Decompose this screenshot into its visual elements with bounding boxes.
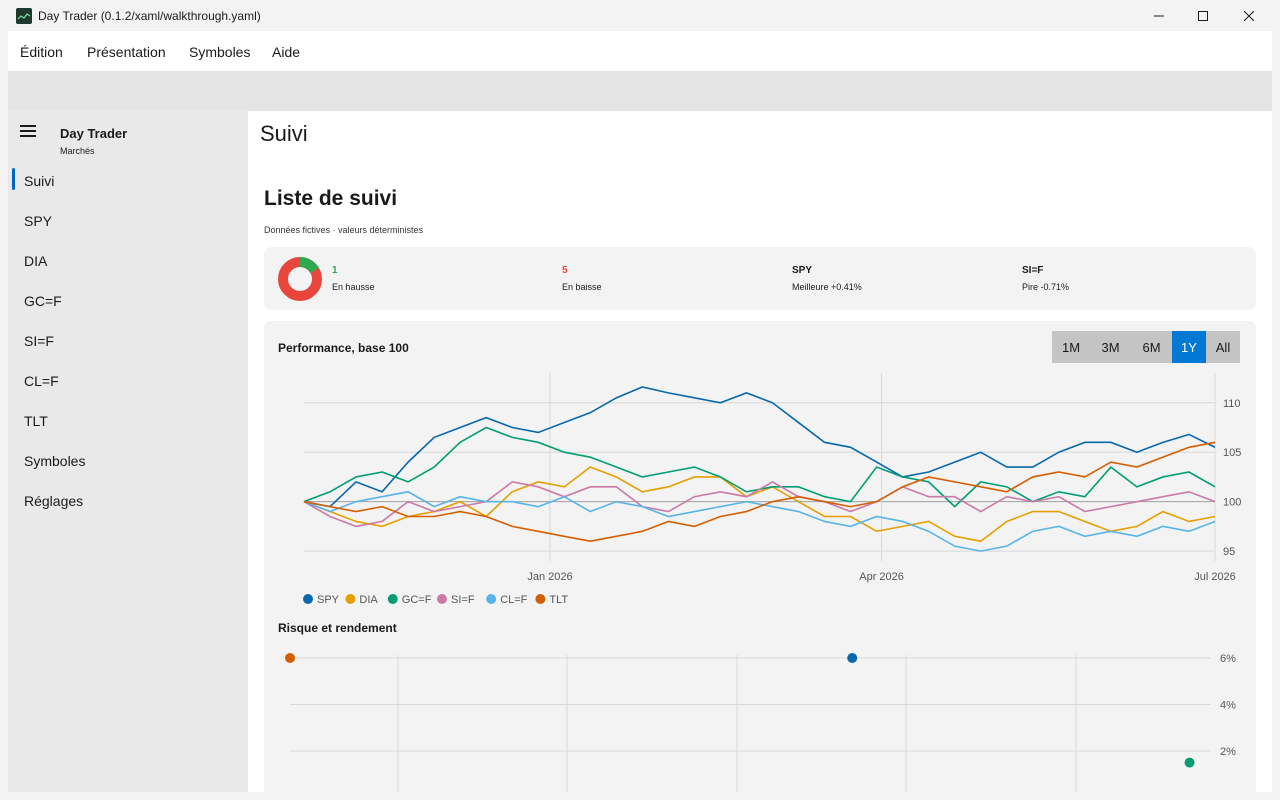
selected-indicator [12, 168, 15, 190]
app-subtitle: Marchés [60, 146, 95, 156]
scatter-point-gcf [1184, 757, 1195, 768]
app-logo-icon [16, 8, 32, 24]
sidebar-item-suivi[interactable]: Suivi [24, 173, 55, 189]
y-tick-label: 110 [1223, 398, 1241, 410]
series-line-clf [303, 490, 1216, 552]
menu-edition[interactable]: Édition [20, 44, 63, 60]
stat-worst-label: Pire -0.71% [1022, 282, 1070, 292]
window-title: Day Trader (0.1.2/xaml/walkthrough.yaml) [38, 9, 261, 23]
stats-card: 1 En hausse 5 En baisse SPY Meilleure +0… [264, 247, 1256, 310]
sidebar-item-tlt[interactable]: TLT [24, 413, 48, 429]
scatter-point-spy [847, 653, 858, 663]
range-1y-button[interactable]: 1Y [1172, 331, 1206, 363]
menu-bar: Édition Présentation Symboles Aide [8, 31, 1272, 71]
series-line-gcf [303, 426, 1216, 508]
sidebar-item-spy[interactable]: SPY [24, 213, 53, 229]
risk-return-chart: 6% 4% 2% [285, 653, 1236, 792]
page-header: Suivi [260, 121, 308, 146]
hamburger-menu-icon[interactable] [20, 125, 36, 137]
maximize-button[interactable] [1180, 0, 1226, 31]
range-selector: 1M 3M 6M 1Y All [1052, 331, 1240, 363]
page-subtitle: Données fictives · valeurs déterministes [264, 225, 424, 235]
performance-chart: 95 100 105 110 Jan 2026 Apr 2026 Jul 2026 SPY DI… [303, 373, 1241, 606]
series-line-tlt [303, 441, 1216, 543]
sidebar-item-gcf[interactable]: GC=F [24, 293, 62, 309]
stat-best: SPY Meilleure +0.41% [792, 265, 862, 292]
legend-marker [486, 594, 497, 604]
stat-down-value: 5 [562, 265, 568, 276]
range-6m-button[interactable]: 6M [1131, 331, 1172, 363]
stat-down: 5 En baisse [562, 265, 602, 292]
performance-card: Performance, base 100 1M 3M 6M 1Y All 95… [264, 321, 1256, 792]
sidebar: Day Trader Marchés Suivi SPY DIA GC=F SI… [8, 111, 248, 792]
legend-marker [387, 594, 398, 604]
menu-presentation[interactable]: Présentation [87, 44, 166, 60]
performance-title: Performance, base 100 [278, 341, 409, 355]
sidebar-item-dia[interactable]: DIA [24, 253, 48, 269]
x-tick-label: Apr 2026 [859, 571, 904, 583]
x-tick-label: Jul 2026 [1194, 571, 1236, 583]
range-all-button[interactable]: All [1206, 331, 1240, 363]
range-1m-button[interactable]: 1M [1052, 331, 1090, 363]
stat-best-value: SPY [792, 265, 813, 276]
y-tick-label: 4% [1220, 700, 1236, 712]
stat-up: 1 En hausse [332, 265, 375, 292]
minimize-icon [1154, 15, 1164, 16]
legend-label: SPY [317, 594, 340, 606]
minimize-button[interactable] [1136, 0, 1182, 31]
legend-label: CL=F [500, 594, 527, 606]
stat-down-label: En baisse [562, 282, 602, 292]
y-tick-label: 2% [1220, 746, 1236, 758]
page-title: Liste de suivi [264, 187, 398, 210]
legend-marker [303, 594, 313, 604]
stat-worst-value: SI=F [1022, 265, 1044, 276]
stat-up-value: 1 [332, 265, 338, 276]
sidebar-item-reglages[interactable]: Réglages [24, 493, 84, 509]
x-tick-label: Jan 2026 [527, 571, 572, 583]
menu-symboles[interactable]: Symboles [189, 44, 251, 60]
scatter-point-tlt [285, 653, 295, 663]
maximize-icon [1198, 10, 1208, 21]
range-3m-button[interactable]: 3M [1090, 331, 1131, 363]
y-tick-label: 100 [1223, 497, 1241, 509]
sidebar-item-sif[interactable]: SI=F [24, 333, 54, 349]
stat-best-label: Meilleure +0.41% [792, 282, 862, 292]
sidebar-item-symboles[interactable]: Symboles [24, 453, 86, 469]
main-content: Suivi Liste de suivi Données fictives · … [248, 111, 1272, 792]
close-icon [1244, 10, 1254, 21]
y-tick-label: 105 [1223, 447, 1241, 459]
series-line-dia [303, 466, 1216, 543]
up-down-donut [278, 257, 322, 301]
y-tick-label: 6% [1220, 653, 1236, 665]
stat-up-label: En hausse [332, 282, 375, 292]
legend-label: GC=F [402, 594, 432, 606]
close-button[interactable] [1226, 0, 1272, 31]
risk-return-title: Risque et rendement [278, 621, 397, 635]
legend-label: SI=F [451, 594, 475, 606]
legend-label: TLT [549, 594, 568, 606]
series-line-sif [303, 480, 1216, 528]
menu-aide[interactable]: Aide [272, 44, 301, 60]
title-bar: Day Trader (0.1.2/xaml/walkthrough.yaml) [0, 0, 1280, 31]
legend-marker [437, 594, 447, 604]
y-tick-label: 95 [1223, 546, 1235, 558]
toolbar-band [8, 71, 1272, 111]
legend-marker [345, 594, 356, 604]
sidebar-item-clf[interactable]: CL=F [24, 373, 59, 389]
series-line-spy [303, 386, 1216, 508]
legend-marker [535, 594, 546, 604]
stat-worst: SI=F Pire -0.71% [1022, 265, 1069, 292]
app-name: Day Trader [60, 126, 128, 141]
legend-label: DIA [359, 594, 378, 606]
